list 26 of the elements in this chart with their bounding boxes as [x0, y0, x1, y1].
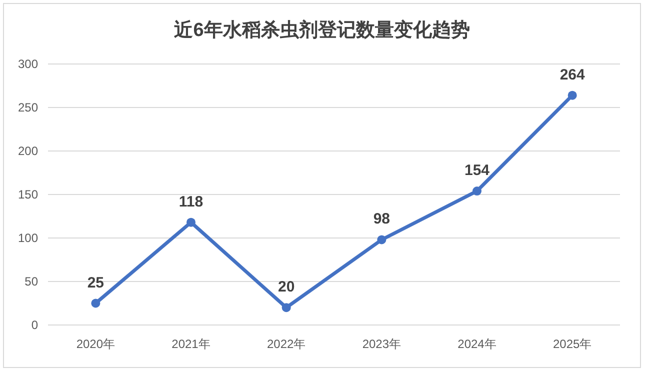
x-tick-label: 2021年 [172, 337, 210, 351]
point [377, 235, 386, 244]
data-label: 25 [87, 274, 104, 292]
x-tick-label: 2022年 [266, 337, 306, 351]
y-tick-label: 50 [24, 274, 38, 288]
data-label: 264 [560, 66, 586, 84]
x-tick-label: 2023年 [362, 337, 402, 351]
y-tick-label: 300 [18, 57, 38, 71]
x-tick-label: 2024年 [458, 337, 496, 351]
point [472, 186, 482, 196]
data-label: 154 [464, 162, 490, 180]
title: 近6年水稻杀虫剂登记数量变化趋势 [174, 20, 470, 41]
x-tick-label: 2020年 [76, 337, 116, 351]
data-label: 98 [373, 210, 390, 228]
y-tick-label: 200 [18, 144, 38, 158]
y-tick-label: 150 [18, 188, 38, 202]
point [91, 298, 100, 308]
point [282, 303, 291, 312]
data-label: 20 [278, 278, 295, 296]
y-tick-label: 0 [31, 318, 38, 332]
y-tick-label: 100 [18, 231, 38, 245]
y-tick-label: 250 [18, 100, 38, 114]
x-tick-label: 2025年 [552, 337, 592, 351]
point [186, 218, 196, 227]
data-label: 118 [178, 193, 204, 210]
point [568, 90, 577, 100]
